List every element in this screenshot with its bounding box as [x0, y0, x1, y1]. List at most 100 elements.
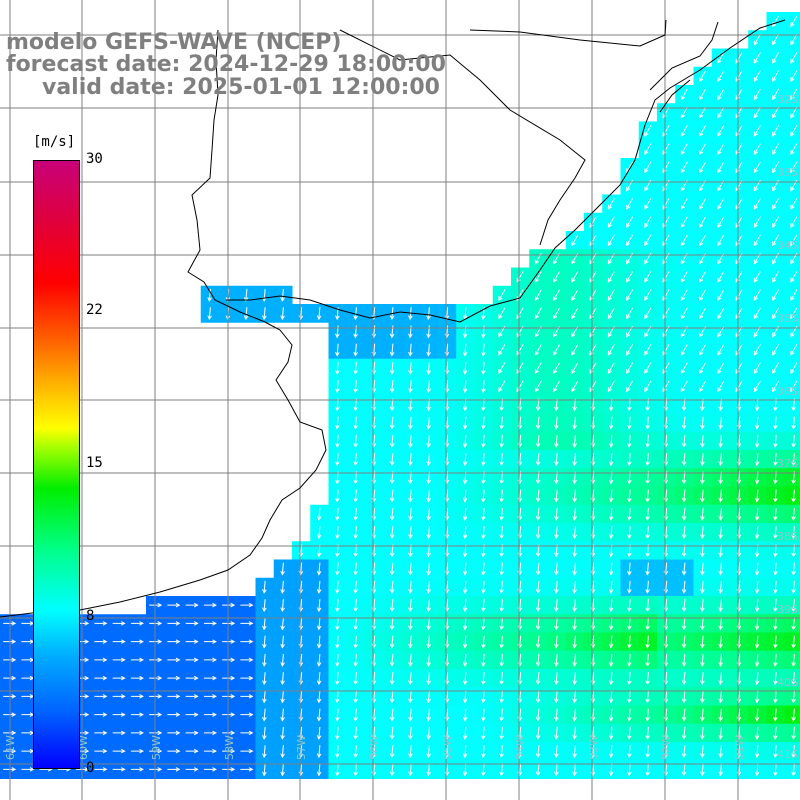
wind-arrow-head: [193, 730, 199, 736]
wind-arrow-shaft: [519, 489, 522, 502]
wind-arrow-shaft: [753, 380, 761, 392]
wind-cell: [784, 705, 800, 725]
wind-arrow: [554, 690, 559, 704]
wind-arrow-head: [773, 698, 778, 704]
wind-arrow-shaft: [409, 726, 412, 739]
wind-arrow-shaft: [519, 617, 522, 630]
wind-arrow: [185, 730, 199, 736]
wind-arrow-shaft: [553, 344, 561, 356]
wind-arrow-shaft: [646, 416, 649, 429]
wind-arrow-shaft: [607, 271, 615, 283]
wind-arrow-head: [608, 589, 614, 594]
wind-arrow-head: [535, 424, 541, 430]
wind-arrow: [645, 507, 650, 521]
wind-arrow-head: [718, 534, 723, 540]
wind-arrow-head: [175, 639, 181, 644]
wind-arrow-shaft: [464, 453, 467, 466]
wind-arrow-head: [718, 570, 723, 576]
wind-arrow-shaft: [719, 416, 722, 429]
wind-arrow: [645, 745, 650, 759]
wind-arrow-shaft: [516, 344, 524, 356]
wind-arrow-head: [498, 332, 503, 338]
wind-arrow-head: [717, 95, 722, 101]
wind-arrow: [499, 599, 504, 613]
wind-arrow-shaft: [772, 344, 780, 356]
wind-arrow-head: [175, 694, 181, 699]
wind-arrow-head: [230, 602, 236, 608]
wind-arrow-shaft: [626, 289, 634, 301]
wind-arrow-shaft: [738, 416, 741, 429]
wind-arrow: [94, 657, 108, 663]
wind-arrow: [791, 672, 796, 686]
wind-arrow-shaft: [683, 672, 686, 685]
wind-arrow: [535, 617, 541, 631]
wind-arrow-head: [681, 625, 687, 631]
wind-arrow-head: [645, 680, 650, 686]
wind-arrow-shaft: [772, 198, 780, 210]
wind-cell: [784, 176, 800, 195]
wind-arrow-head: [316, 753, 322, 759]
wind-arrow-shaft: [790, 70, 798, 82]
wind-arrow-shaft: [464, 562, 467, 575]
wind-arrow: [335, 325, 340, 339]
wind-arrow-shaft: [756, 745, 759, 758]
wind-arrow-head: [608, 735, 614, 740]
wind-arrow-shaft: [701, 726, 704, 739]
wind-arrow: [554, 672, 559, 686]
wind-arrow-shaft: [646, 489, 649, 502]
wind-arrow-head: [699, 296, 704, 301]
wind-arrow-shaft: [391, 672, 394, 685]
wind-arrow-head: [462, 534, 468, 540]
wind-arrow-shaft: [717, 125, 725, 137]
wind-arrow-shaft: [738, 580, 741, 593]
title-forecast-date: forecast date: 2024-12-29 18:00:00: [6, 52, 446, 77]
wind-arrow: [753, 344, 761, 356]
wind-arrow: [681, 763, 687, 777]
wind-arrow-shaft: [646, 763, 649, 776]
wind-arrow-head: [754, 479, 760, 485]
wind-arrow-head: [389, 552, 395, 558]
wind-arrow-shaft: [318, 745, 321, 758]
wind-arrow-head: [626, 259, 631, 265]
wind-arrow-head: [353, 497, 358, 503]
wind-arrow-head: [681, 534, 687, 540]
wind-arrow-head: [790, 95, 795, 101]
wind-arrow-head: [462, 607, 468, 613]
wind-arrow: [791, 562, 796, 576]
wind-arrow: [535, 745, 541, 759]
wind-arrow: [167, 621, 181, 626]
wind-arrow: [681, 526, 687, 540]
wind-arrow: [717, 88, 725, 101]
wind-arrow-shaft: [571, 344, 579, 356]
wind-arrow-head: [681, 570, 687, 576]
wind-arrow: [644, 198, 652, 210]
wind-arrow-shaft: [391, 416, 394, 429]
wind-arrow-head: [212, 675, 217, 681]
wind-arrow-head: [481, 771, 486, 777]
wind-arrow-head: [571, 277, 576, 283]
wind-arrow: [535, 434, 541, 448]
wind-arrow-shaft: [774, 653, 777, 666]
wind-arrow-head: [791, 735, 796, 740]
wind-arrow-head: [408, 534, 413, 540]
wind-arrow-head: [426, 406, 431, 412]
wind-arrow-shaft: [665, 526, 668, 539]
wind-arrow-head: [773, 461, 778, 467]
wind-arrow-head: [627, 735, 632, 740]
wind-arrow: [717, 125, 725, 137]
wind-arrow-head: [462, 497, 468, 503]
wind-arrow-shaft: [464, 434, 467, 447]
wind-arrow: [718, 690, 723, 704]
wind-arrow: [699, 271, 707, 283]
wind-arrow-head: [389, 370, 395, 375]
wind-arrow: [772, 216, 780, 228]
wind-arrow-shaft: [500, 434, 503, 447]
wind-arrow: [699, 88, 707, 101]
wind-arrow-shaft: [500, 580, 503, 593]
wind-arrow-shaft: [373, 580, 376, 593]
wind-arrow: [790, 289, 798, 301]
wind-arrow-shaft: [717, 344, 725, 356]
wind-arrow-head: [248, 657, 254, 663]
wind-arrow-shaft: [427, 380, 430, 393]
wind-arrow-head: [84, 767, 90, 772]
